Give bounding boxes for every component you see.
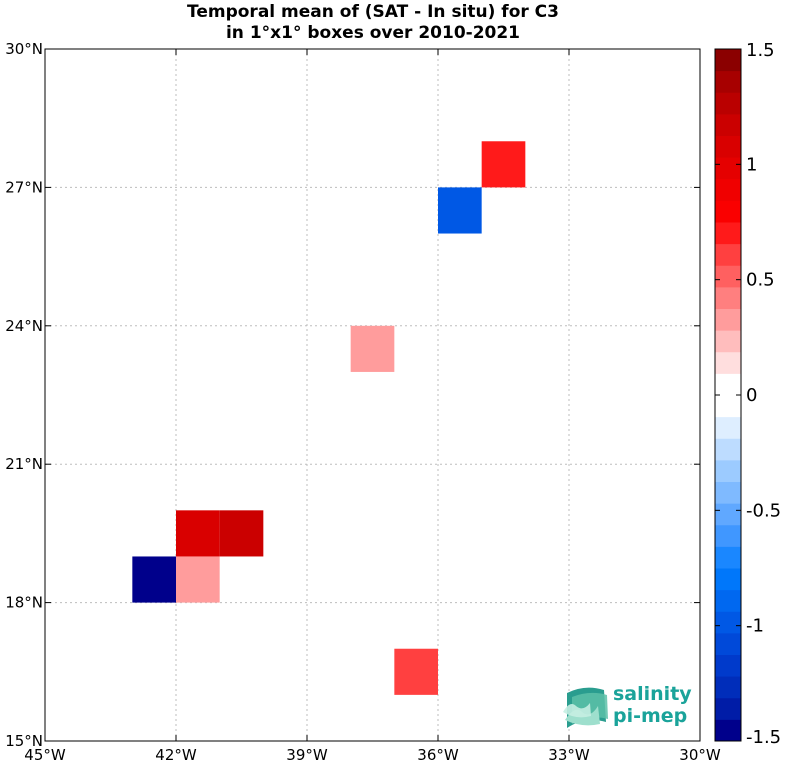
colorbar-segment [715, 481, 741, 504]
colorbar-segment [715, 568, 741, 591]
data-cell [350, 325, 395, 372]
x-tick-label: 45°W [24, 746, 66, 763]
data-cells [132, 141, 526, 695]
colorbar-segment [715, 308, 741, 331]
x-tick-label: 33°W [548, 746, 590, 763]
colorbar-segment [715, 351, 741, 374]
colorbar-segment [715, 524, 741, 547]
colorbar-segment [715, 632, 741, 655]
gridlines [45, 49, 700, 741]
data-cell [176, 556, 220, 603]
colorbar-tick-label: 1 [746, 154, 757, 175]
colorbar-segment [715, 49, 741, 72]
colorbar-segment [715, 135, 741, 158]
logo-salinity-text: salinity [613, 683, 692, 705]
y-tick-label: 15°N [5, 732, 43, 750]
colorbar-segment [715, 546, 741, 569]
colorbar-segment [715, 589, 741, 612]
data-cell [176, 510, 220, 557]
x-tick-label: 39°W [286, 746, 328, 763]
colorbar-segment [715, 395, 741, 418]
colorbar-segment [715, 330, 741, 353]
colorbar-segment [715, 416, 741, 439]
data-cell [481, 141, 526, 188]
colorbar-tick-label: -1.5 [746, 727, 781, 748]
x-tick-label: 42°W [155, 746, 197, 763]
wave-logo-icon [563, 687, 608, 728]
y-tick-label: 24°N [5, 317, 43, 335]
colorbar-segment [715, 178, 741, 201]
y-tick-label: 27°N [5, 178, 43, 196]
colorbar-segment [715, 676, 741, 699]
chart-title-line-2: in 1°x1° boxes over 2010-2021 [226, 23, 520, 43]
colorbar-tick-label: 0 [746, 385, 757, 406]
colorbar-segment [715, 70, 741, 93]
colorbar-segment [715, 611, 741, 634]
y-tick-label: 21°N [5, 455, 43, 473]
colorbar-tick-label: -1 [746, 616, 764, 637]
colorbar-segment [715, 157, 741, 180]
colorbar-segment [715, 503, 741, 526]
colorbar-tick-label: 0.5 [746, 270, 775, 291]
x-tick-label: 36°W [417, 746, 459, 763]
colorbar-segment [715, 113, 741, 136]
colorbar-tick-label: 1.5 [746, 40, 775, 61]
data-cell [132, 556, 176, 603]
data-cell [438, 187, 482, 234]
colorbar-tick-label: -0.5 [746, 500, 781, 521]
data-cell [394, 648, 438, 695]
y-axis-ticks: 15°N 18°N 21°N 24°N 27°N 30°N [5, 40, 700, 750]
colorbar-segment [715, 200, 741, 223]
colorbar-segment [715, 697, 741, 720]
colorbar-segment [715, 286, 741, 309]
x-axis-ticks: 45°W 42°W 39°W 36°W 33°W 30°W [24, 49, 721, 763]
colorbar-segment [715, 459, 741, 482]
colorbar-segment [715, 243, 741, 266]
colorbar-segment [715, 373, 741, 396]
colorbar-ticks: -1.5 -1 -0.5 0 0.5 1 1.5 [715, 40, 781, 748]
colorbar-segment [715, 719, 741, 742]
colorbar-segment [715, 438, 741, 461]
chart-title-line-1: Temporal mean of (SAT - In situ) for C3 [187, 2, 559, 22]
data-cell [219, 510, 264, 557]
colorbar [714, 48, 742, 742]
colorbar-segment [715, 654, 741, 677]
logo-pi-mep-text: pi-mep [613, 705, 687, 727]
colorbar-segment [715, 265, 741, 288]
y-tick-label: 18°N [5, 594, 43, 612]
colorbar-segment [715, 222, 741, 245]
salinity-pi-mep-logo: salinity pi-mep [563, 683, 692, 728]
x-tick-label: 30°W [679, 746, 721, 763]
y-tick-label: 30°N [5, 40, 43, 58]
colorbar-segment [715, 92, 741, 115]
plot-frame [44, 48, 701, 742]
